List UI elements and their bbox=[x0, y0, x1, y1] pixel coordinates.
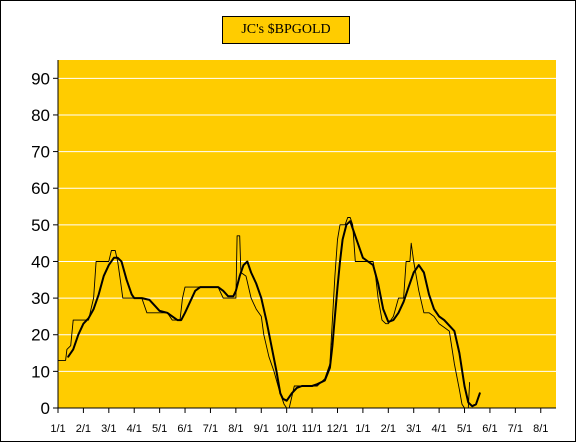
ytick-label-60: 60 bbox=[31, 179, 50, 198]
xtick-label-1: 2/1 bbox=[76, 423, 91, 435]
xtick-label-17: 6/1 bbox=[482, 423, 497, 435]
tick-labels: 0 10 20 30 40 50 60 70 80 90 1/1 2/1 3/1 4/1 5/1 6/1 7/1… bbox=[31, 69, 548, 435]
xtick-label-6: 7/1 bbox=[203, 423, 218, 435]
xtick-label-13: 2/1 bbox=[381, 423, 396, 435]
xtick-label-18: 7/1 bbox=[508, 423, 523, 435]
xtick-label-8: 9/1 bbox=[254, 423, 269, 435]
xtick-label-0: 1/1 bbox=[50, 423, 65, 435]
xtick-label-14: 3/1 bbox=[406, 423, 421, 435]
ytick-label-20: 20 bbox=[31, 326, 50, 345]
ytick-label-10: 10 bbox=[31, 362, 50, 381]
xtick-label-2: 3/1 bbox=[101, 423, 116, 435]
xtick-label-10: 11/1 bbox=[302, 423, 323, 435]
plot-area bbox=[58, 60, 556, 408]
xtick-label-12: 1/1 bbox=[355, 423, 370, 435]
xtick-label-3: 4/1 bbox=[127, 423, 142, 435]
ytick-label-70: 70 bbox=[31, 143, 50, 162]
ytick-label-40: 40 bbox=[31, 252, 50, 271]
axes bbox=[53, 60, 556, 413]
xtick-label-16: 5/1 bbox=[457, 423, 472, 435]
xtick-label-11: 12/1 bbox=[327, 423, 348, 435]
ytick-label-50: 50 bbox=[31, 216, 50, 235]
series-line-step bbox=[57, 217, 471, 409]
xtick-label-9: 10/1 bbox=[276, 423, 297, 435]
series-layer bbox=[57, 217, 481, 409]
xtick-label-4: 5/1 bbox=[152, 423, 167, 435]
series-line-smooth bbox=[67, 220, 481, 408]
xtick-label-19: 8/1 bbox=[533, 423, 548, 435]
ytick-label-30: 30 bbox=[31, 289, 50, 308]
ytick-label-0: 0 bbox=[41, 399, 50, 418]
ytick-label-80: 80 bbox=[31, 106, 50, 125]
chart-title: JC's $BPGOLD bbox=[222, 16, 350, 44]
xtick-label-15: 4/1 bbox=[431, 423, 446, 435]
gridlines bbox=[58, 77, 556, 372]
xtick-label-7: 8/1 bbox=[228, 423, 243, 435]
ytick-label-90: 90 bbox=[31, 69, 50, 88]
xtick-label-5: 6/1 bbox=[177, 423, 192, 435]
